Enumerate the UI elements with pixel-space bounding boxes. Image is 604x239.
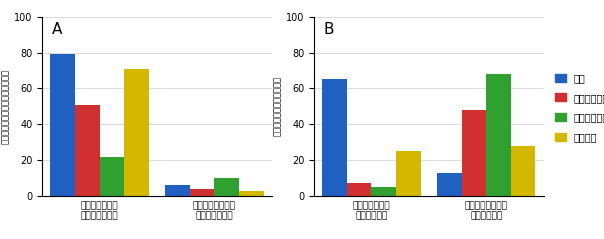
Bar xyxy=(347,184,371,196)
Y-axis label: 全塩基配列数に占める割合: 全塩基配列数に占める割合 xyxy=(273,76,282,136)
Bar xyxy=(100,157,124,196)
Bar xyxy=(190,189,214,196)
Bar xyxy=(124,69,149,196)
Bar xyxy=(461,110,486,196)
Bar xyxy=(239,191,263,196)
Text: A: A xyxy=(51,22,62,37)
Bar xyxy=(437,173,461,196)
Bar xyxy=(511,146,535,196)
Bar xyxy=(75,105,100,196)
Y-axis label: 全ての完全一致配列に占める割合: 全ての完全一致配列に占める割合 xyxy=(1,69,10,144)
Bar xyxy=(214,178,239,196)
Bar xyxy=(165,185,190,196)
Bar xyxy=(51,54,75,196)
Bar xyxy=(323,79,347,196)
Text: B: B xyxy=(323,22,334,37)
Bar xyxy=(396,151,420,196)
Bar xyxy=(371,187,396,196)
Legend: 南極, スヴァールバル諸島, グリーンランド, アラスカ: 南極, スヴァールバル諸島, グリーンランド, アラスカ xyxy=(554,73,604,142)
Bar xyxy=(486,74,511,196)
